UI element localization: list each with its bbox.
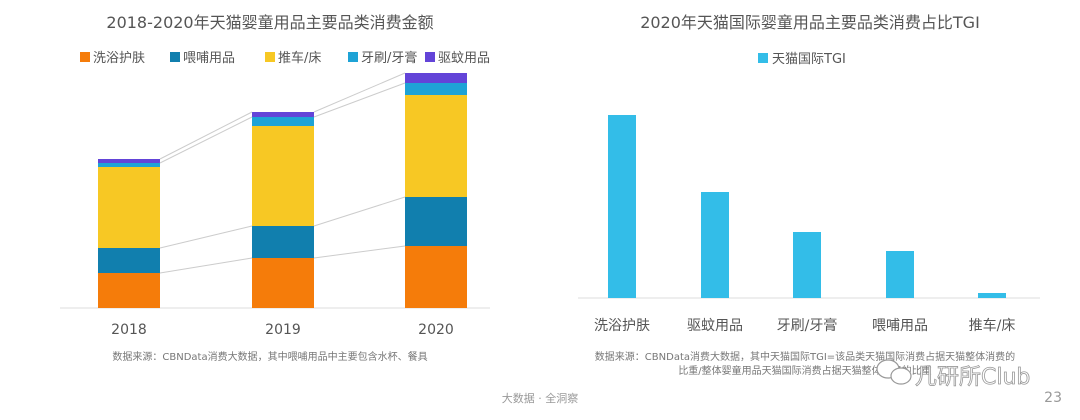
right-footnote-line1: 数据来源：CBNData消费大数据，其中天猫国际TGI=该品类天猫国际消费占据天…: [595, 350, 1015, 363]
x-tick-label: 推车/床: [969, 317, 1016, 334]
connector-line: [313, 72, 406, 113]
legend-swatch: [758, 53, 768, 63]
bar: [608, 115, 636, 298]
x-tick-label: 2020: [418, 322, 454, 338]
bar-segment: [98, 273, 160, 308]
legend-label: 洗浴护肤: [93, 51, 145, 66]
bar-segment: [98, 248, 160, 273]
connector-line: [159, 111, 253, 160]
x-tick-label: 驱蚊用品: [687, 318, 743, 334]
connector-line: [313, 196, 406, 227]
wechat-icon: [876, 359, 912, 385]
connector-line: [313, 82, 406, 118]
legend-label: 驱蚊用品: [438, 51, 490, 66]
legend-swatch: [265, 52, 275, 62]
bar-segment: [405, 197, 467, 246]
bar-segment: [405, 83, 467, 95]
footer-text: 大数据 · 全洞察: [502, 391, 579, 405]
legend-label: 牙刷/牙膏: [361, 50, 417, 66]
legend-label: 天猫国际TGI: [772, 52, 846, 67]
connector-line: [313, 245, 406, 259]
bar-segment: [405, 73, 467, 83]
bar-segment: [252, 126, 314, 226]
bar-segment: [98, 163, 160, 167]
x-tick-label: 洗浴护肤: [594, 318, 650, 334]
bar: [886, 251, 914, 298]
connector-line: [159, 225, 253, 249]
legend-swatch: [170, 52, 180, 62]
legend-swatch: [348, 52, 358, 62]
bar: [978, 293, 1006, 298]
left-chart: 洗浴护肤 喂哺用品 推车/床 牙刷/牙膏 驱蚊用品 2018 2019 2020: [60, 50, 490, 338]
left-chart-title: 2018-2020年天猫婴童用品主要品类消费金额: [106, 13, 433, 32]
right-footnote-line2: 比重/整体婴童用品天猫国际消费占据天猫整体消费的比重: [678, 364, 931, 377]
bar: [701, 192, 729, 298]
x-tick-label: 2019: [265, 322, 301, 338]
x-tick-label: 2018: [111, 322, 147, 338]
bar-segment: [252, 258, 314, 308]
watermark-text: 儿研所Club: [915, 365, 1030, 390]
x-tick-label: 牙刷/牙膏: [777, 317, 838, 334]
legend-label: 喂哺用品: [183, 51, 235, 66]
legend-label: 推车/床: [278, 50, 321, 66]
bar-segment: [405, 95, 467, 197]
x-tick-label: 喂哺用品: [872, 318, 928, 334]
right-chart: 天猫国际TGI 洗浴护肤 驱蚊用品 牙刷/牙膏 喂哺用品 推车/床: [578, 52, 1040, 334]
connector-line: [159, 116, 253, 164]
bar-segment: [252, 117, 314, 126]
legend-swatch: [425, 52, 435, 62]
legend-swatch: [80, 52, 90, 62]
left-footnote: 数据来源：CBNData消费大数据，其中喂哺用品中主要包含水杯、餐具: [112, 350, 427, 363]
bar-segment: [405, 246, 467, 308]
bar: [793, 232, 821, 298]
connector-line: [159, 257, 253, 274]
page-number: 23: [1044, 390, 1062, 406]
bar-segment: [98, 159, 160, 163]
bar-segment: [252, 112, 314, 117]
bar-segment: [98, 167, 160, 248]
bar-segment: [252, 226, 314, 258]
right-chart-title: 2020年天猫国际婴童用品主要品类消费占比TGI: [640, 13, 980, 32]
